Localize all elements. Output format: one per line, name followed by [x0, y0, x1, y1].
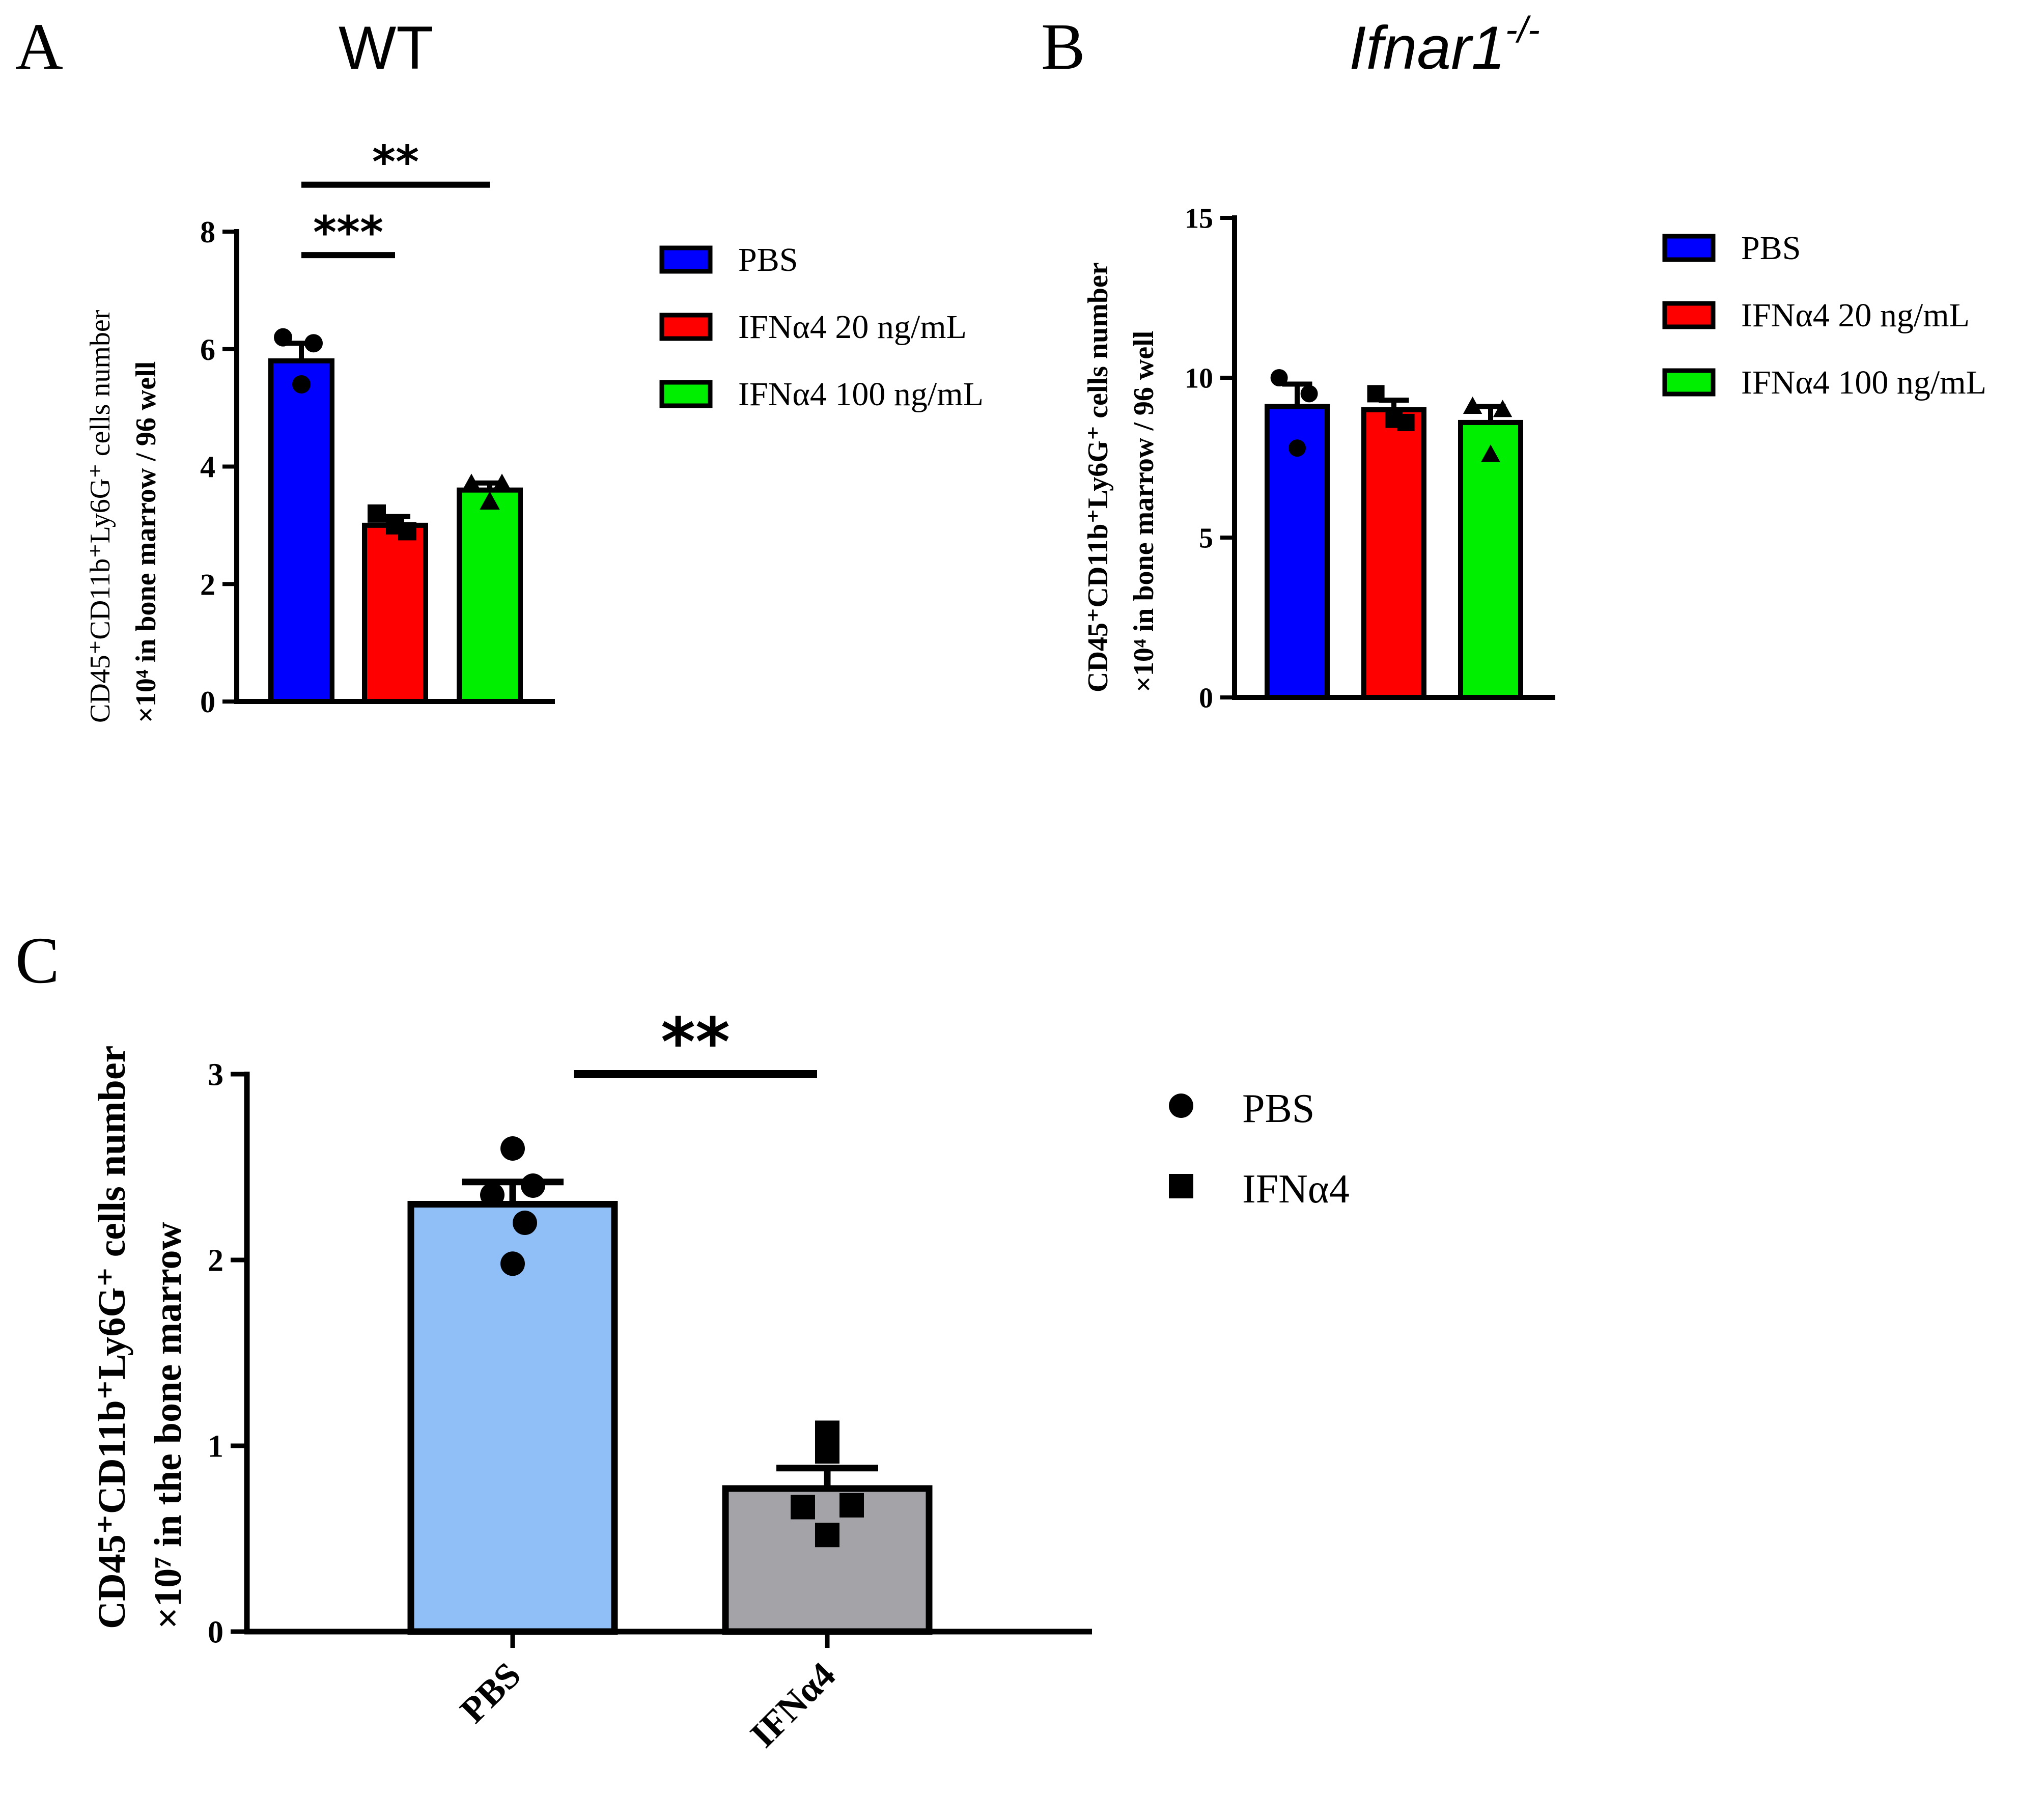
- panel-0-significance-label: **: [372, 136, 419, 188]
- panel-2-data-point: [480, 1183, 505, 1208]
- panel-2-legend-label: PBS: [1242, 1086, 1314, 1131]
- panel-0-data-point: [461, 473, 482, 492]
- panel-2-legend-marker: [1169, 1094, 1193, 1118]
- panel-0-y-tick-label: 4: [200, 451, 215, 484]
- panel-a-letter: A: [15, 10, 63, 83]
- panel-1-data-point: [1385, 410, 1403, 428]
- panel-2-y-tick-label: 1: [208, 1429, 223, 1464]
- panel-a-y-label: CD45⁺CD11b⁺Ly6G⁺ cells number ×10⁴ in bo…: [85, 310, 162, 723]
- panel-2-legend-marker: [1169, 1174, 1193, 1198]
- panel-2-data-point: [513, 1211, 537, 1235]
- panel-a-y-label-line1: CD45⁺CD11b⁺Ly6G⁺ cells number: [85, 310, 116, 723]
- panel-b-title-sup: -/-: [1505, 10, 1540, 50]
- panel-b-title: Ifnar1-/-: [1349, 10, 1540, 82]
- panel-1-data-point: [1367, 385, 1385, 403]
- panel-2-x-tick-label: IFNα4: [742, 1655, 843, 1755]
- panel-1-data-point: [1289, 439, 1306, 457]
- panel-2-data-point: [500, 1251, 525, 1276]
- panel-2-y-tick-label: 2: [208, 1244, 223, 1278]
- panel-c-chart: CD45⁺CD11b⁺Ly6G⁺ cells number ×10⁷ in th…: [91, 1003, 1350, 1755]
- panel-2-x-tick-label: PBS: [452, 1655, 528, 1731]
- panel-2-significance-label: **: [661, 1003, 730, 1081]
- panel-b-chart: CD45⁺CD11b⁺Ly6G⁺ cells number ×10⁴ in bo…: [1082, 203, 1986, 714]
- panel-1-legend-swatch: [1662, 234, 1716, 262]
- panel-a-y-label-line2: ×10⁴ in bone marrow / 96 well: [130, 361, 162, 723]
- panel-0-legend-label: PBS: [738, 241, 798, 278]
- panel-2-data-point: [815, 1523, 839, 1548]
- panel-b-title-main: Ifnar1: [1349, 14, 1505, 82]
- panel-2-y-tick-label: 0: [208, 1615, 223, 1650]
- panel-2-data-point: [815, 1439, 839, 1464]
- panel-1-bar: [1458, 419, 1523, 700]
- panel-0-data-point: [368, 504, 386, 523]
- panel-1-legend-label: PBS: [1741, 230, 1801, 267]
- panel-0-data-point: [386, 516, 404, 535]
- panel-0-y-tick-label: 6: [200, 333, 215, 367]
- panel-c-y-label-line2: ×10⁷ in the bone marrow: [147, 1222, 189, 1629]
- panel-0-data-point: [492, 473, 512, 492]
- panel-1-data-point: [1463, 396, 1482, 414]
- panel-0-legend-label: IFNα4 20 ng/mL: [738, 309, 967, 346]
- panel-c-y-label: CD45⁺CD11b⁺Ly6G⁺ cells number ×10⁷ in th…: [91, 1046, 189, 1629]
- panel-0-data-point: [304, 334, 323, 353]
- panel-1-data-point: [1300, 385, 1318, 403]
- panel-1-legend-label: IFNα4 100 ng/mL: [1741, 364, 1986, 401]
- panel-a-title: WT: [339, 14, 434, 82]
- panel-0-data-point: [274, 328, 292, 347]
- panel-1-data-point: [1270, 369, 1288, 386]
- panel-0-data-point: [292, 375, 311, 394]
- panel-0-bar: [268, 358, 334, 704]
- panel-2-bar: [722, 1485, 933, 1635]
- panel-1-y-tick-label: 0: [1199, 683, 1213, 714]
- panel-b-y-label-line1: CD45⁺CD11b⁺Ly6G⁺ cells number: [1082, 262, 1114, 692]
- panel-2-data-point: [791, 1495, 815, 1520]
- panel-0-bar: [362, 522, 428, 704]
- panel-1-data-point: [1493, 400, 1513, 417]
- panel-c-y-label-line1: CD45⁺CD11b⁺Ly6G⁺ cells number: [91, 1046, 133, 1629]
- panel-0-legend-label: IFNα4 100 ng/mL: [738, 376, 984, 413]
- panel-0-data-point: [480, 491, 500, 510]
- panel-1-legend-label: IFNα4 20 ng/mL: [1741, 297, 1970, 334]
- panel-1-y-tick-label: 5: [1199, 523, 1213, 554]
- panel-a-chart: CD45⁺CD11b⁺Ly6G⁺ cells number ×10⁴ in bo…: [85, 136, 984, 723]
- panel-0-legend-swatch: [659, 313, 713, 341]
- panel-1-y-tick-label: 15: [1185, 203, 1213, 235]
- panel-b-y-label: CD45⁺CD11b⁺Ly6G⁺ cells number ×10⁴ in bo…: [1082, 262, 1160, 692]
- panel-b-y-label-line2: ×10⁴ in bone marrow / 96 well: [1128, 331, 1160, 692]
- panel-1-data-point: [1481, 444, 1500, 462]
- panel-2-legend-label: IFNα4: [1242, 1167, 1350, 1212]
- panel-1-bar: [1361, 407, 1426, 700]
- panel-c-letter: C: [15, 924, 60, 997]
- panel-2-data-point: [500, 1136, 525, 1161]
- panel-0-y-tick-label: 0: [200, 685, 215, 719]
- panel-1-y-tick-label: 10: [1185, 363, 1213, 395]
- panel-0-legend-swatch: [659, 380, 713, 408]
- panel-0-significance-label: ***: [313, 206, 383, 259]
- panel-b-letter: B: [1041, 10, 1085, 83]
- panel-2-y-tick-label: 3: [208, 1058, 223, 1092]
- panel-2-data-point: [839, 1493, 864, 1518]
- panel-2-data-point: [521, 1173, 545, 1198]
- panel-0-bar: [457, 487, 523, 705]
- panel-0-y-tick-label: 8: [200, 215, 215, 249]
- panel-0-y-tick-label: 2: [200, 568, 215, 601]
- panel-0-legend-swatch: [659, 245, 713, 274]
- panel-1-legend-swatch: [1662, 301, 1716, 329]
- panel-1-legend-swatch: [1662, 368, 1716, 397]
